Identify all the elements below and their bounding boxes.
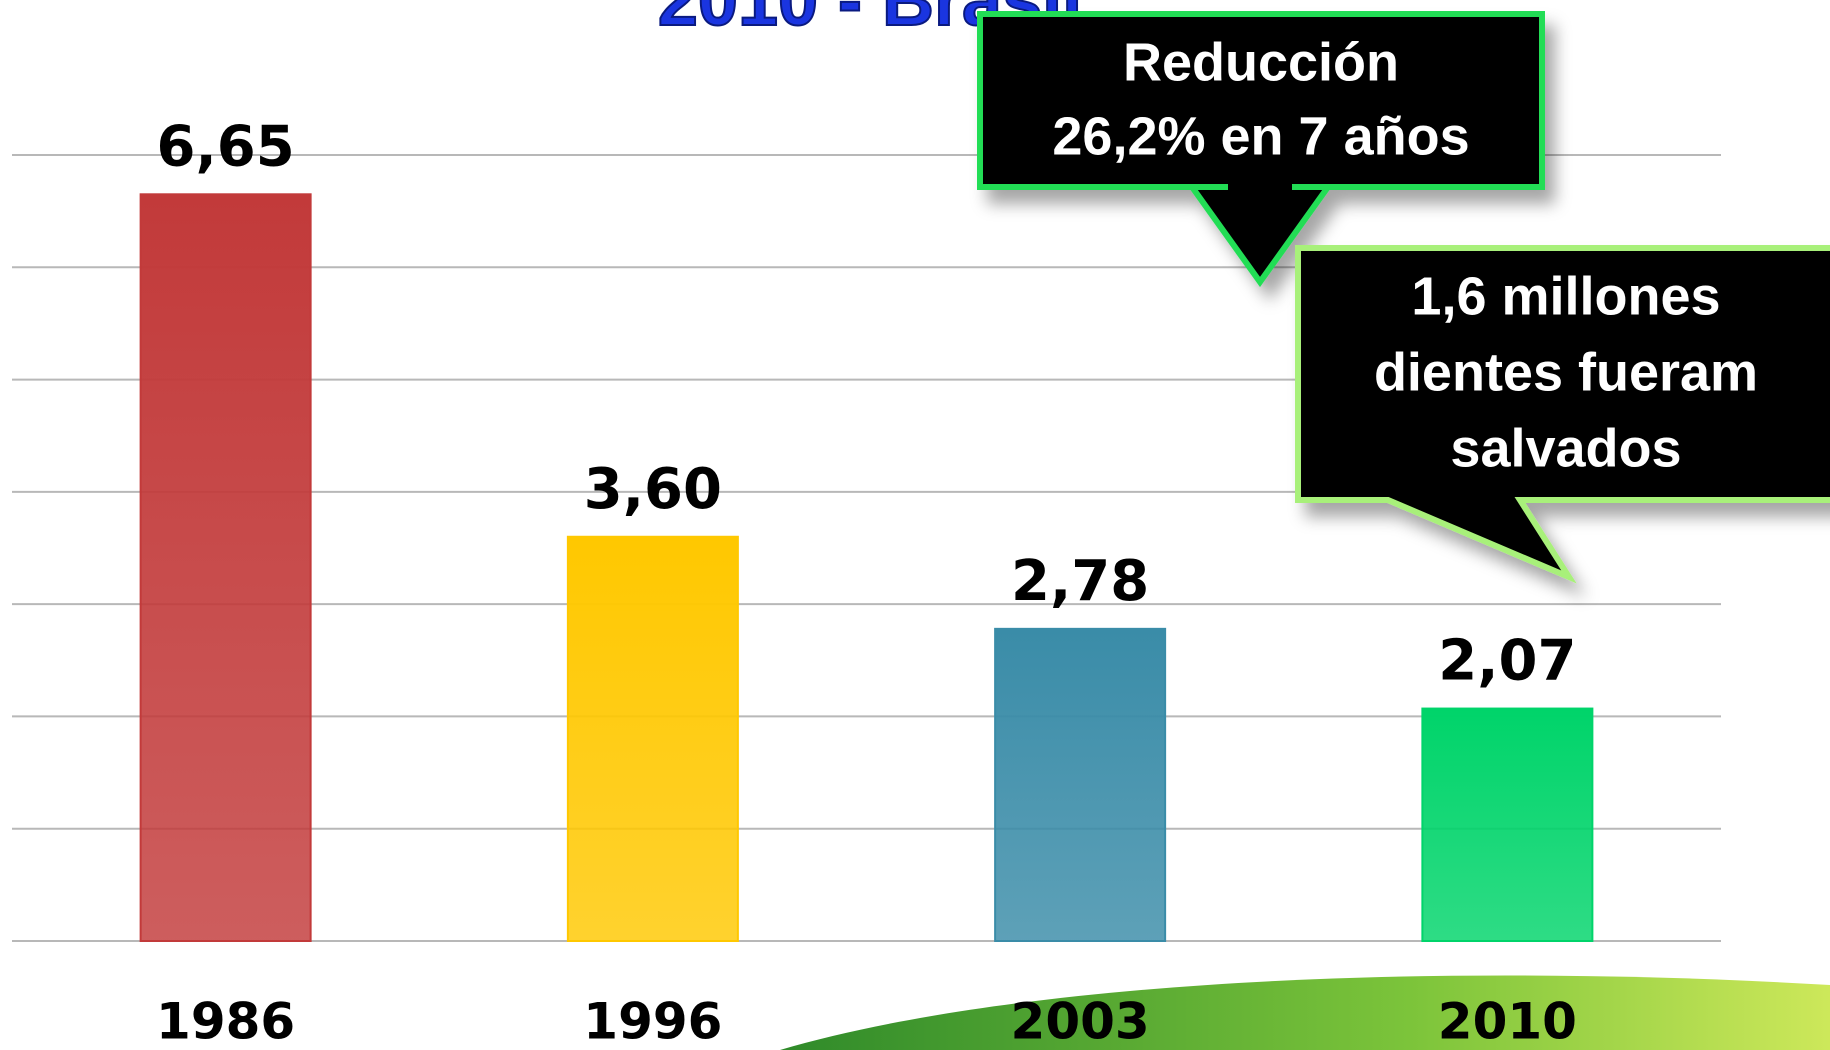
annotation: dientes fueram [1374, 342, 1758, 402]
chart: 2010 - Brasil 6,653,602,782,07 198619962… [0, 0, 1830, 1050]
bar [1422, 709, 1592, 941]
value-label: 6,65 [157, 114, 295, 179]
x-tick-label: 1986 [156, 993, 295, 1050]
annotation: Reducción [1123, 32, 1399, 92]
bar [568, 537, 738, 941]
x-tick-label: 2010 [1438, 993, 1577, 1050]
annotation: 1,6 millones [1411, 266, 1720, 326]
bar [995, 629, 1165, 941]
value-label: 3,60 [584, 457, 722, 522]
annotation: 26,2% en 7 años [1052, 106, 1469, 166]
value-label: 2,78 [1011, 549, 1149, 614]
decoration [780, 975, 1830, 1050]
value-label: 2,07 [1438, 629, 1576, 694]
annotation: salvados [1450, 418, 1681, 478]
x-tick-label: 2003 [1011, 993, 1150, 1050]
x-tick-label: 1996 [583, 993, 722, 1050]
bar [141, 194, 311, 941]
